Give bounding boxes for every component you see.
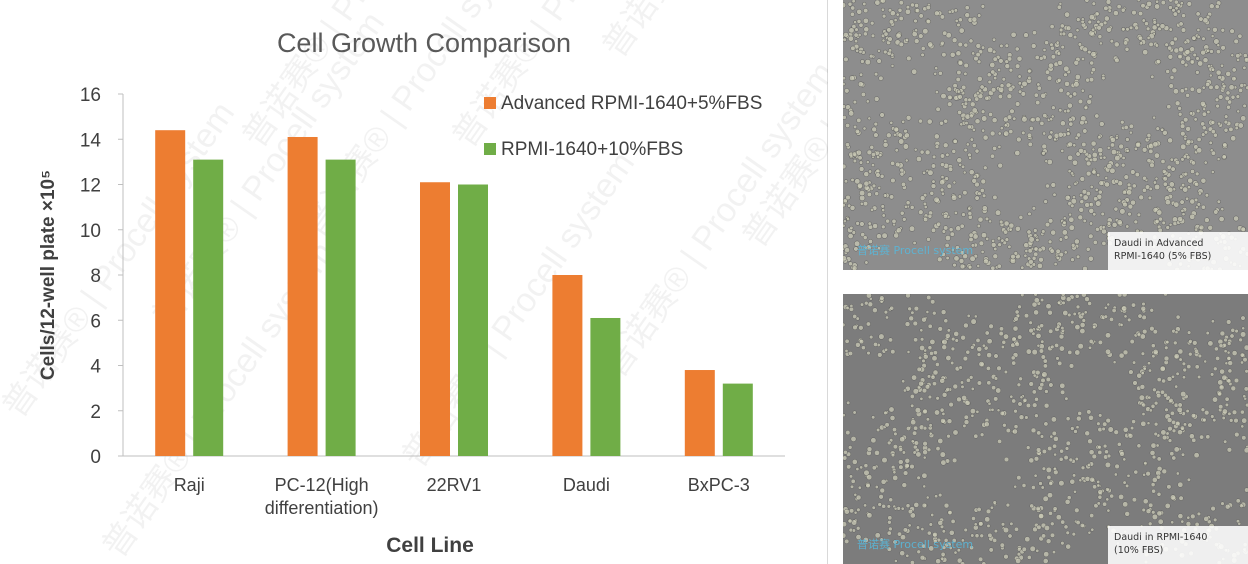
x-tick-label: differentiation) <box>265 498 379 518</box>
bar-rpmi-3 <box>590 317 621 456</box>
bar-rpmi-0 <box>193 159 224 457</box>
y-tick-label: 14 <box>80 130 102 151</box>
y-tick-label: 8 <box>90 266 101 287</box>
micrograph-advanced-rpmi: 普诺赛 Procell system Daudi in Advanced RPM… <box>843 0 1248 270</box>
x-tick-label: Raji <box>174 475 205 495</box>
micrograph-watermark-logo: 普诺赛 Procell system <box>857 244 974 257</box>
chart-title: Cell Growth Comparison <box>277 28 571 58</box>
y-tick-label: 16 <box>80 85 101 106</box>
bar-advanced-rpmi-4 <box>684 370 715 456</box>
legend-swatch <box>484 97 496 109</box>
caption-line-2: RPMI-1640 (5% FBS) <box>1114 251 1212 262</box>
cell-texture <box>843 294 1248 564</box>
micrograph-caption: Daudi in Advanced RPMI-1640 (5% FBS) <box>1108 232 1248 270</box>
x-tick-label: PC-12(High <box>275 475 369 495</box>
y-tick-label: 4 <box>90 357 101 378</box>
y-tick-label: 2 <box>90 402 101 423</box>
micrograph-watermark-logo: 普诺赛 Procell system <box>857 538 974 551</box>
bar-rpmi-4 <box>722 383 753 456</box>
x-tick-label: 22RV1 <box>427 475 482 495</box>
legend-swatch <box>484 143 496 155</box>
y-tick-label: 12 <box>80 176 101 197</box>
y-tick-label: 0 <box>90 447 101 468</box>
caption-line-1: Daudi in RPMI-1640 <box>1114 532 1208 543</box>
bar-rpmi-1 <box>325 159 356 457</box>
y-tick-label: 6 <box>90 311 101 332</box>
legend-label: Advanced RPMI-1640+5%FBS <box>501 93 762 114</box>
x-tick-label: Daudi <box>563 475 610 495</box>
micrograph-caption: Daudi in RPMI-1640 (10% FBS) <box>1108 526 1248 564</box>
legend-label: RPMI-1640+10%FBS <box>501 139 683 160</box>
bar-advanced-rpmi-0 <box>155 130 186 456</box>
x-axis-label: Cell Line <box>386 534 474 557</box>
bar-advanced-rpmi-2 <box>420 182 450 457</box>
micrograph-rpmi: 普诺赛 Procell system Daudi in RPMI-1640 (1… <box>843 294 1248 564</box>
cell-texture <box>843 0 1248 270</box>
caption-line-2: (10% FBS) <box>1114 545 1164 556</box>
chart-panel: 普诺赛® | Procell system 普诺赛® | Procell syst… <box>0 0 828 564</box>
watermark-text: 普诺赛® | Procell system <box>595 0 828 65</box>
caption-line-1: Daudi in Advanced <box>1114 238 1204 249</box>
x-tick-label: BxPC-3 <box>688 475 750 495</box>
bar-advanced-rpmi-1 <box>287 136 318 457</box>
bar-advanced-rpmi-3 <box>552 275 583 456</box>
y-axis-label: Cells/12-well plate ×10⁵ <box>38 170 59 380</box>
y-tick-label: 10 <box>80 221 101 242</box>
bar-rpmi-2 <box>458 184 488 456</box>
